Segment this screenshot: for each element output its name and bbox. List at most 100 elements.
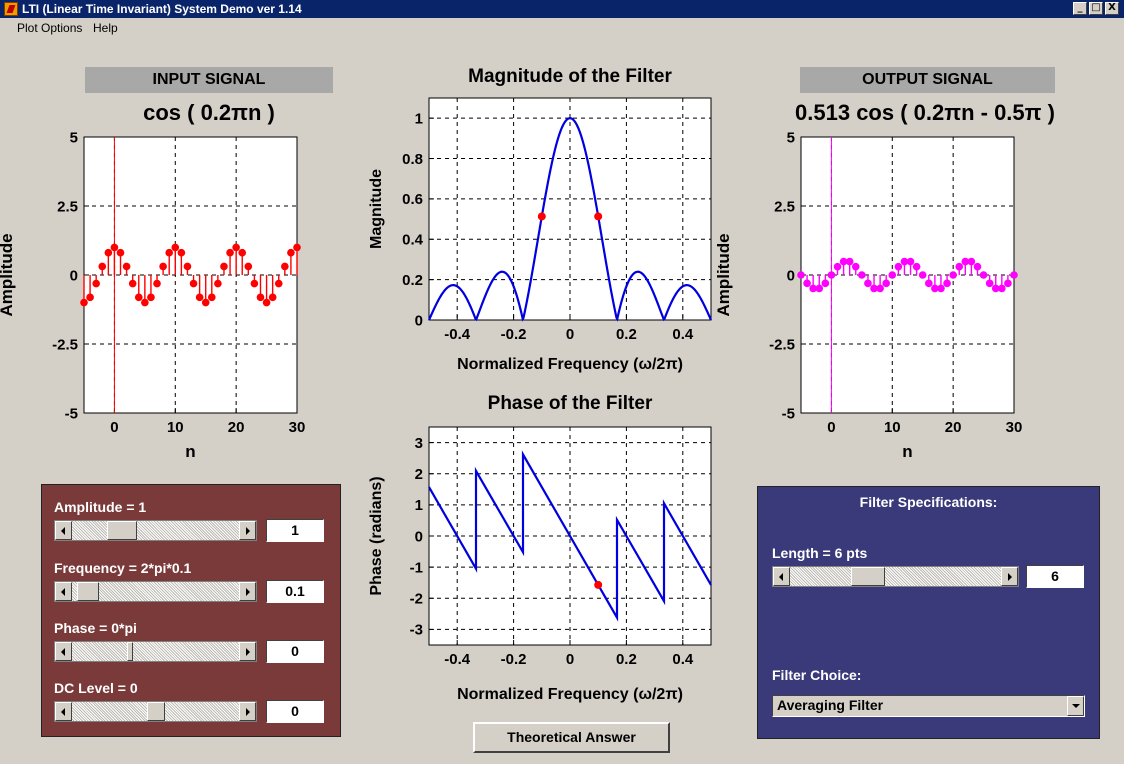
phase-curve bbox=[428, 450, 712, 622]
x-axis-label: n bbox=[185, 442, 195, 461]
y-tick-label: 0.6 bbox=[402, 191, 423, 208]
stem-point bbox=[827, 271, 836, 279]
stem-point bbox=[104, 248, 113, 257]
title-bar: LTI (Linear Time Invariant) System Demo … bbox=[0, 0, 1124, 18]
stem-point bbox=[214, 279, 222, 288]
y-tick-label: 2.5 bbox=[57, 198, 78, 215]
slider-right-arrow-icon[interactable] bbox=[239, 642, 256, 661]
y-axis-label: Amplitude bbox=[0, 233, 16, 316]
filter-length-slider-thumb[interactable] bbox=[851, 567, 885, 586]
y-tick-label: 2.5 bbox=[774, 198, 795, 215]
slider-right-arrow-icon[interactable] bbox=[239, 582, 256, 601]
stem-point bbox=[256, 293, 265, 302]
menu-plot-options[interactable]: Plot Options bbox=[17, 21, 83, 35]
stem-point bbox=[809, 284, 817, 293]
stem-point bbox=[220, 262, 228, 271]
stem-point bbox=[851, 262, 860, 271]
phase-slider-thumb[interactable] bbox=[127, 642, 133, 661]
input-signal-formula: cos ( 0.2πn ) bbox=[143, 100, 275, 125]
stem-point bbox=[122, 262, 131, 271]
y-tick-label: 0.8 bbox=[402, 151, 423, 168]
chevron-down-icon[interactable] bbox=[1067, 696, 1084, 716]
minimize-button[interactable]: _ bbox=[1073, 2, 1087, 15]
menu-bar: Plot Options Help bbox=[0, 18, 1124, 38]
slider-right-arrow-icon[interactable] bbox=[1001, 567, 1018, 586]
stem-point bbox=[894, 262, 903, 271]
y-axis-label: Amplitude bbox=[714, 233, 733, 316]
x-tick-label: -0.4 bbox=[444, 326, 471, 343]
menu-help[interactable]: Help bbox=[93, 21, 118, 35]
stem-point bbox=[888, 271, 897, 279]
stem-point bbox=[882, 279, 890, 288]
filter-specifications-panel: Filter Specifications: Length = 6 pts 6 … bbox=[757, 486, 1100, 739]
stem-point bbox=[973, 262, 982, 271]
stem-point bbox=[803, 279, 811, 288]
stem-point bbox=[281, 262, 289, 271]
x-tick-label: 0.2 bbox=[616, 651, 637, 668]
x-tick-label: 30 bbox=[1006, 419, 1023, 436]
stem-point bbox=[864, 279, 872, 288]
y-tick-label: 1 bbox=[415, 497, 423, 514]
phase-plot: -0.4 -0.2 0 0.2 0.4 3 2 1 0 -1 -2 -3 Normalized Freq… bbox=[368, 426, 712, 703]
filter-choice-label: Filter Choice: bbox=[772, 667, 862, 683]
stem-point bbox=[268, 293, 277, 302]
x-tick-label: 0.4 bbox=[672, 651, 694, 668]
stem-point bbox=[165, 248, 173, 257]
slider-left-arrow-icon[interactable] bbox=[55, 582, 72, 601]
close-button[interactable]: X bbox=[1105, 2, 1119, 15]
filter-choice-select[interactable]: Averaging Filter bbox=[772, 695, 1085, 717]
phase-input[interactable]: 0 bbox=[266, 640, 324, 663]
frequency-input[interactable]: 0.1 bbox=[266, 580, 324, 603]
x-tick-label: 0.2 bbox=[616, 326, 637, 343]
y-tick-label: -2.5 bbox=[52, 336, 78, 353]
stem-point bbox=[201, 298, 210, 307]
slider-left-arrow-icon[interactable] bbox=[55, 521, 72, 540]
stem-point bbox=[912, 262, 921, 271]
filter-length-input[interactable]: 6 bbox=[1026, 565, 1084, 588]
amplitude-slider[interactable] bbox=[54, 520, 257, 541]
y-tick-label: 0.4 bbox=[402, 232, 424, 249]
dc-level-slider[interactable] bbox=[54, 701, 257, 722]
maximize-button[interactable]: □ bbox=[1089, 2, 1103, 15]
stem-point bbox=[931, 284, 939, 293]
stem-point bbox=[906, 257, 915, 266]
slider-right-arrow-icon[interactable] bbox=[239, 521, 256, 540]
filter-length-slider[interactable] bbox=[772, 566, 1019, 587]
slider-right-arrow-icon[interactable] bbox=[239, 702, 256, 721]
stem-point bbox=[991, 284, 1000, 293]
slider-left-arrow-icon[interactable] bbox=[55, 642, 72, 661]
dc-level-slider-thumb[interactable] bbox=[147, 702, 165, 721]
y-tick-label: 0 bbox=[415, 528, 423, 545]
y-tick-label: -5 bbox=[782, 405, 795, 422]
dc-level-input[interactable]: 0 bbox=[266, 700, 324, 723]
x-axis-label: n bbox=[902, 442, 912, 461]
stem-point bbox=[238, 248, 247, 257]
slider-left-arrow-icon[interactable] bbox=[773, 567, 790, 586]
stem-point bbox=[80, 298, 88, 307]
stem-point bbox=[134, 293, 143, 302]
frequency-slider-thumb[interactable] bbox=[77, 582, 99, 601]
amplitude-input[interactable]: 1 bbox=[266, 519, 324, 542]
amplitude-slider-thumb[interactable] bbox=[107, 521, 137, 540]
x-tick-label: 30 bbox=[289, 419, 306, 436]
stem-point bbox=[287, 248, 295, 257]
theoretical-answer-button[interactable]: Theoretical Answer bbox=[473, 722, 670, 753]
frequency-slider[interactable] bbox=[54, 581, 257, 602]
stem-point bbox=[92, 279, 100, 288]
stem-point bbox=[839, 257, 848, 266]
stem-point bbox=[967, 257, 976, 266]
x-tick-label: 10 bbox=[167, 419, 184, 436]
stem-point bbox=[250, 279, 259, 288]
stem-point bbox=[274, 279, 283, 288]
slider-left-arrow-icon[interactable] bbox=[55, 702, 72, 721]
output-signal-plot: 0 10 20 30 5 2.5 0 -2.5 -5 n Amplitude bbox=[714, 129, 1023, 461]
phase-slider[interactable] bbox=[54, 641, 257, 662]
x-tick-label: 0 bbox=[827, 419, 835, 436]
magnitude-curve bbox=[427, 117, 713, 322]
x-axis-label: Normalized Frequency (ω/2π) bbox=[457, 356, 683, 373]
stem-point bbox=[998, 284, 1006, 293]
stem-point bbox=[141, 298, 149, 307]
x-tick-label: -0.2 bbox=[501, 326, 527, 343]
stem-point bbox=[86, 293, 94, 302]
stem-point bbox=[870, 284, 878, 293]
